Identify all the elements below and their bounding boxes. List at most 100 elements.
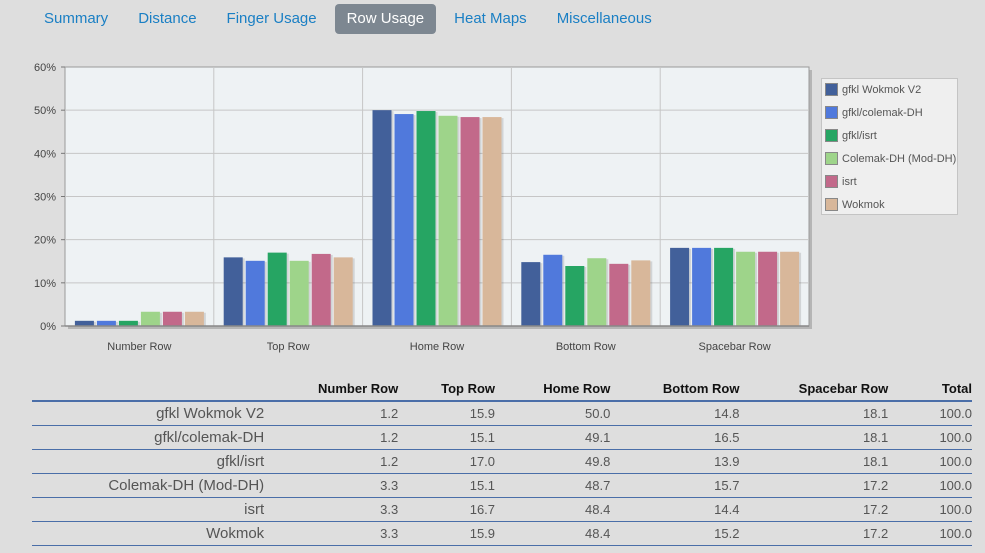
cell-top-row-value: 16.7 bbox=[398, 497, 496, 522]
bar bbox=[543, 254, 563, 326]
legend-label: gfkl/colemak-DH bbox=[842, 107, 923, 119]
cell-total-value: 100.0 bbox=[888, 473, 972, 498]
cell-bottom-row-value: 16.5 bbox=[610, 425, 740, 450]
x-tick-label: Number Row bbox=[107, 341, 171, 353]
table-row: gfkl/isrt 1.2 17.0 49.8 13.9 18.1 100.0 bbox=[32, 449, 972, 474]
cell-spacebar-row-value: 17.2 bbox=[739, 497, 889, 522]
table-row: Colemak-DH (Mod-DH) 3.3 15.1 48.7 15.7 17.2 10… bbox=[32, 473, 972, 498]
y-tick-label: 0% bbox=[40, 321, 56, 333]
cell-layout-name: gfkl Wokmok V2 bbox=[32, 401, 265, 426]
cell-home-row-value: 50.0 bbox=[495, 401, 611, 426]
bar bbox=[416, 111, 436, 326]
legend-swatch bbox=[825, 128, 838, 142]
cell-spacebar-row-value: 17.2 bbox=[739, 521, 889, 546]
table-header-row: Number Row Top Row Home Row Bottom Row S… bbox=[32, 377, 972, 402]
bar bbox=[631, 260, 651, 326]
cell-spacebar-row-value: 18.1 bbox=[739, 425, 889, 450]
bar bbox=[736, 251, 756, 326]
x-tick-label: Bottom Row bbox=[556, 341, 616, 353]
cell-total-value: 100.0 bbox=[888, 521, 972, 546]
y-tick-label: 60% bbox=[34, 62, 56, 74]
cell-top-row-value: 17.0 bbox=[398, 449, 496, 474]
legend-label: isrt bbox=[842, 176, 857, 188]
cell-spacebar-row-value: 18.1 bbox=[739, 401, 889, 426]
row-usage-chart: 0% 10% 20% 30% 40% 50% 60% Number Row Top Row Hom… bbox=[34, 62, 812, 353]
legend-swatch bbox=[825, 151, 838, 165]
tab-summary[interactable]: Summary bbox=[44, 10, 109, 27]
tab-finger-usage[interactable]: Finger Usage bbox=[226, 10, 317, 27]
cell-layout-name: gfkl/isrt bbox=[32, 449, 265, 474]
x-tick-label: Spacebar Row bbox=[699, 341, 771, 353]
bar bbox=[96, 320, 116, 326]
bar bbox=[670, 247, 690, 326]
table-header-top-row: Top Row bbox=[398, 377, 496, 402]
bar bbox=[372, 110, 392, 326]
cell-layout-name: isrt bbox=[32, 497, 265, 522]
cell-layout-name: Colemak-DH (Mod-DH) bbox=[32, 473, 265, 498]
cell-home-row-value: 49.1 bbox=[495, 425, 611, 450]
x-tick-label: Top Row bbox=[267, 341, 310, 353]
bar bbox=[692, 247, 712, 326]
tab-heat-maps[interactable]: Heat Maps bbox=[454, 10, 527, 27]
legend-label: gfkl Wokmok V2 bbox=[842, 84, 922, 96]
bar bbox=[460, 117, 480, 326]
cell-top-row-value: 15.1 bbox=[398, 425, 496, 450]
legend-item[interactable]: gfkl/isrt bbox=[825, 127, 877, 145]
chart-legend: gfkl Wokmok V2 gfkl/colemak-DH gfkl/isrt Co… bbox=[821, 78, 958, 215]
bar bbox=[223, 257, 243, 326]
bar bbox=[333, 257, 353, 326]
legend-item[interactable]: Wokmok bbox=[825, 196, 885, 214]
tab-distance[interactable]: Distance bbox=[138, 10, 197, 27]
table-row: isrt 3.3 16.7 48.4 14.4 17.2 100.0 bbox=[32, 497, 972, 522]
table-header-layout bbox=[32, 377, 265, 402]
cell-total-value: 100.0 bbox=[888, 449, 972, 474]
cell-top-row-value: 15.9 bbox=[398, 521, 496, 546]
bar bbox=[438, 115, 458, 326]
bar bbox=[587, 258, 607, 326]
bar bbox=[184, 311, 204, 326]
legend-swatch bbox=[825, 82, 838, 96]
table-header-bottom-row: Bottom Row bbox=[610, 377, 740, 402]
y-tick-label: 10% bbox=[34, 278, 56, 290]
legend-item[interactable]: gfkl/colemak-DH bbox=[825, 104, 923, 122]
cell-layout-name: gfkl/colemak-DH bbox=[32, 425, 265, 450]
cell-bottom-row-value: 15.7 bbox=[610, 473, 740, 498]
table-header-home-row: Home Row bbox=[495, 377, 611, 402]
legend-swatch bbox=[825, 105, 838, 119]
bar bbox=[714, 247, 734, 326]
bar bbox=[245, 260, 265, 326]
bar bbox=[780, 251, 800, 326]
cell-top-row-value: 15.9 bbox=[398, 401, 496, 426]
row-usage-table: Number Row Top Row Home Row Bottom Row S… bbox=[32, 377, 972, 546]
legend-item[interactable]: gfkl Wokmok V2 bbox=[825, 81, 921, 99]
y-tick-label: 50% bbox=[34, 105, 56, 117]
cell-bottom-row-value: 15.2 bbox=[610, 521, 740, 546]
cell-number-row-value: 3.3 bbox=[264, 473, 399, 498]
legend-label: Colemak-DH (Mod-DH) bbox=[842, 153, 957, 165]
cell-bottom-row-value: 13.9 bbox=[610, 449, 740, 474]
cell-total-value: 100.0 bbox=[888, 497, 972, 522]
bar bbox=[140, 311, 160, 326]
tab-miscellaneous[interactable]: Miscellaneous bbox=[556, 10, 652, 27]
cell-spacebar-row-value: 18.1 bbox=[739, 449, 889, 474]
cell-bottom-row-value: 14.8 bbox=[610, 401, 740, 426]
bar bbox=[74, 320, 94, 326]
legend-item[interactable]: isrt bbox=[825, 173, 857, 191]
table-header-spacebar-row: Spacebar Row bbox=[739, 377, 889, 402]
cell-top-row-value: 15.1 bbox=[398, 473, 496, 498]
cell-home-row-value: 48.4 bbox=[495, 497, 611, 522]
legend-item[interactable]: Colemak-DH (Mod-DH) bbox=[825, 150, 956, 168]
cell-number-row-value: 3.3 bbox=[264, 497, 399, 522]
cell-number-row-value: 3.3 bbox=[264, 521, 399, 546]
bar bbox=[311, 253, 331, 326]
x-tick-label: Home Row bbox=[410, 341, 464, 353]
legend-label: Wokmok bbox=[842, 199, 885, 211]
table-row: Wokmok 3.3 15.9 48.4 15.2 17.2 100.0 bbox=[32, 521, 972, 546]
bar bbox=[758, 251, 778, 326]
tab-bar: Summary Distance Finger Usage Row Usage … bbox=[32, 4, 670, 34]
tab-row-usage[interactable]: Row Usage bbox=[334, 4, 437, 34]
cell-home-row-value: 49.8 bbox=[495, 449, 611, 474]
cell-number-row-value: 1.2 bbox=[264, 425, 399, 450]
y-tick-label: 30% bbox=[34, 192, 56, 204]
cell-number-row-value: 1.2 bbox=[264, 449, 399, 474]
